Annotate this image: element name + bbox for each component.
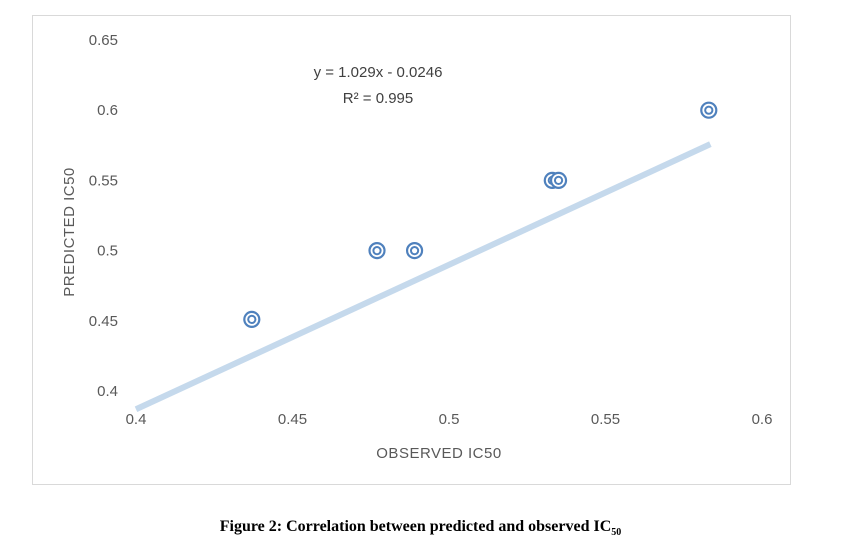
y-axis-title: PREDICTED IC50 xyxy=(61,167,78,297)
data-point xyxy=(243,310,261,328)
data-point-inner-ring xyxy=(553,175,564,185)
data-point xyxy=(700,101,718,119)
x-tick-label: 0.55 xyxy=(591,411,620,428)
data-point-outer-ring xyxy=(700,101,718,119)
caption-subscript: 50 xyxy=(611,527,622,539)
data-point-inner-ring xyxy=(372,246,382,256)
y-tick-label: 0.6 xyxy=(97,102,118,119)
trendline xyxy=(134,141,712,412)
trendline-equation: y = 1.029x - 0.0246 xyxy=(314,64,443,81)
x-tick-label: 0.6 xyxy=(752,411,773,428)
y-tick-label: 0.4 xyxy=(97,383,118,400)
caption-text: Figure 2: Correlation between predicted … xyxy=(219,518,612,535)
y-tick-label: 0.5 xyxy=(97,243,118,260)
data-point xyxy=(549,171,568,189)
x-tick-label: 0.5 xyxy=(439,411,460,428)
data-point xyxy=(405,242,424,260)
data-point-inner-ring xyxy=(247,314,257,324)
scatter-plot: 0.40.450.50.550.60.65 0.4 0.45 0.5 0.55 0.6 … xyxy=(61,32,773,462)
data-point-inner-ring xyxy=(409,246,420,256)
x-tick-label: 0.45 xyxy=(278,411,307,428)
data-point xyxy=(368,242,386,260)
data-point-outer-ring xyxy=(405,242,424,260)
data-point-outer-ring xyxy=(368,242,386,260)
y-tick-label: 0.65 xyxy=(89,32,118,49)
data-point-outer-ring xyxy=(549,171,568,189)
x-tick-label: 0.4 xyxy=(126,411,147,428)
y-tick-label: 0.55 xyxy=(89,172,118,189)
data-point-outer-ring xyxy=(243,310,261,328)
data-point-inner-ring xyxy=(704,105,714,115)
y-tick-label: 0.45 xyxy=(89,313,118,330)
chart-area: 0.4 0.45 0.5 0.55 0.6 0.65 0.4 0.45 0.5 0.55 0.6 … xyxy=(32,15,791,485)
x-axis-title: OBSERVED IC50 xyxy=(376,445,501,462)
figure-caption: Figure 2: Correlation between predicted … xyxy=(0,518,841,538)
r-squared-label: R² = 0.995 xyxy=(343,90,413,107)
